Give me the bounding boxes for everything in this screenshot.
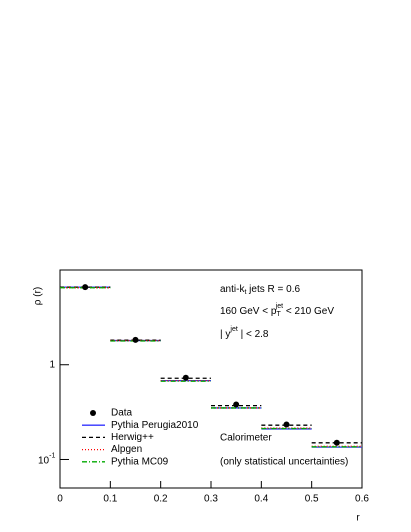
y-tick-label: 1 — [49, 359, 55, 370]
annotation: Calorimeter — [220, 433, 272, 444]
legend-label: Data — [111, 408, 133, 419]
data-point — [182, 374, 189, 381]
data-point — [283, 421, 290, 428]
x-tick-label: 0.5 — [305, 494, 319, 505]
annotation-text: | < 2.8 — [238, 329, 269, 340]
annotation-text: anti-k — [220, 284, 245, 295]
annotation: (only statistical uncertainties) — [220, 457, 348, 468]
annotation-text: | y — [220, 329, 230, 340]
data-point — [82, 284, 89, 291]
legend-label: Pythia MC09 — [111, 456, 169, 467]
legend-label: Pythia Perugia2010 — [111, 420, 199, 431]
x-tick-label: 0.3 — [204, 494, 218, 505]
legend-label: Alpgen — [111, 444, 142, 455]
data-point — [132, 336, 139, 343]
legend-label: Herwig++ — [111, 432, 154, 443]
data-point — [333, 439, 340, 446]
plot-frame — [59, 269, 363, 489]
annotation: | yjet | < 2.8 — [220, 326, 269, 340]
annotation-text: < 210 GeV — [283, 306, 334, 317]
annotation-text: jet — [275, 303, 283, 310]
x-axis-label: r — [356, 513, 360, 524]
data-point — [233, 401, 240, 408]
y-tick-label: 10 — [38, 455, 50, 466]
annotation-text: jet — [229, 326, 237, 333]
x-tick-label: 0.1 — [103, 494, 117, 505]
y-axis-label: ρ (r) — [33, 287, 44, 305]
x-tick-label: 0.2 — [154, 494, 168, 505]
legend-marker — [90, 410, 96, 416]
x-tick-label: 0 — [57, 494, 63, 505]
annotation: 160 GeV < pTjet < 210 GeV — [220, 303, 334, 318]
x-tick-label: 0.4 — [254, 494, 268, 505]
annotation: anti-kt jets R = 0.6 — [220, 284, 300, 296]
annotation-text: t — [244, 289, 246, 296]
x-tick-label: 0.6 — [355, 494, 369, 505]
annotation-text: T — [276, 311, 281, 318]
y-tick-exponent: -1 — [49, 452, 55, 459]
annotation-text: 160 GeV < p — [220, 306, 277, 317]
annotation-text: jets R = 0.6 — [246, 284, 300, 295]
y-tick-label: 10-1 — [38, 452, 55, 466]
